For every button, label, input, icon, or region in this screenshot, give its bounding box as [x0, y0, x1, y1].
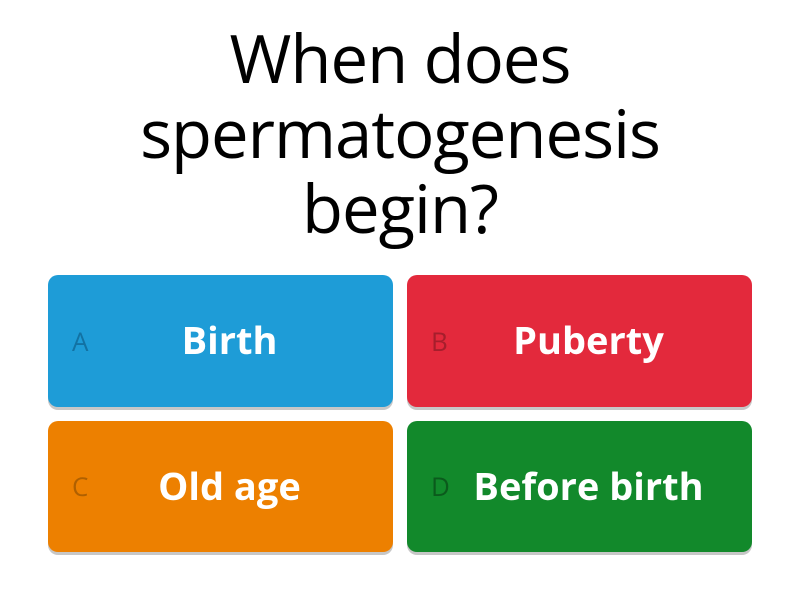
- answer-option-d[interactable]: D Before birth: [407, 421, 752, 552]
- answer-text: Before birth: [473, 466, 703, 507]
- question-text: When does spermatogenesis begin?: [80, 20, 720, 245]
- answer-letter: A: [72, 323, 106, 359]
- answer-text: Old age: [158, 466, 301, 507]
- answer-option-a[interactable]: A Birth: [48, 275, 393, 406]
- answer-text: Birth: [182, 320, 278, 361]
- answer-letter: B: [431, 323, 465, 359]
- answer-letter: D: [431, 468, 465, 504]
- answer-letter: C: [72, 468, 106, 504]
- answer-text-wrap: Old age: [106, 466, 373, 507]
- answer-option-b[interactable]: B Puberty: [407, 275, 752, 406]
- answers-grid: A Birth B Puberty C Old age D Before bir…: [0, 275, 800, 600]
- answer-text-wrap: Puberty: [465, 320, 732, 361]
- answer-option-c[interactable]: C Old age: [48, 421, 393, 552]
- answer-text: Puberty: [513, 320, 664, 361]
- answer-text-wrap: Before birth: [465, 466, 732, 507]
- answer-text-wrap: Birth: [106, 320, 373, 361]
- question-area: When does spermatogenesis begin?: [0, 0, 800, 275]
